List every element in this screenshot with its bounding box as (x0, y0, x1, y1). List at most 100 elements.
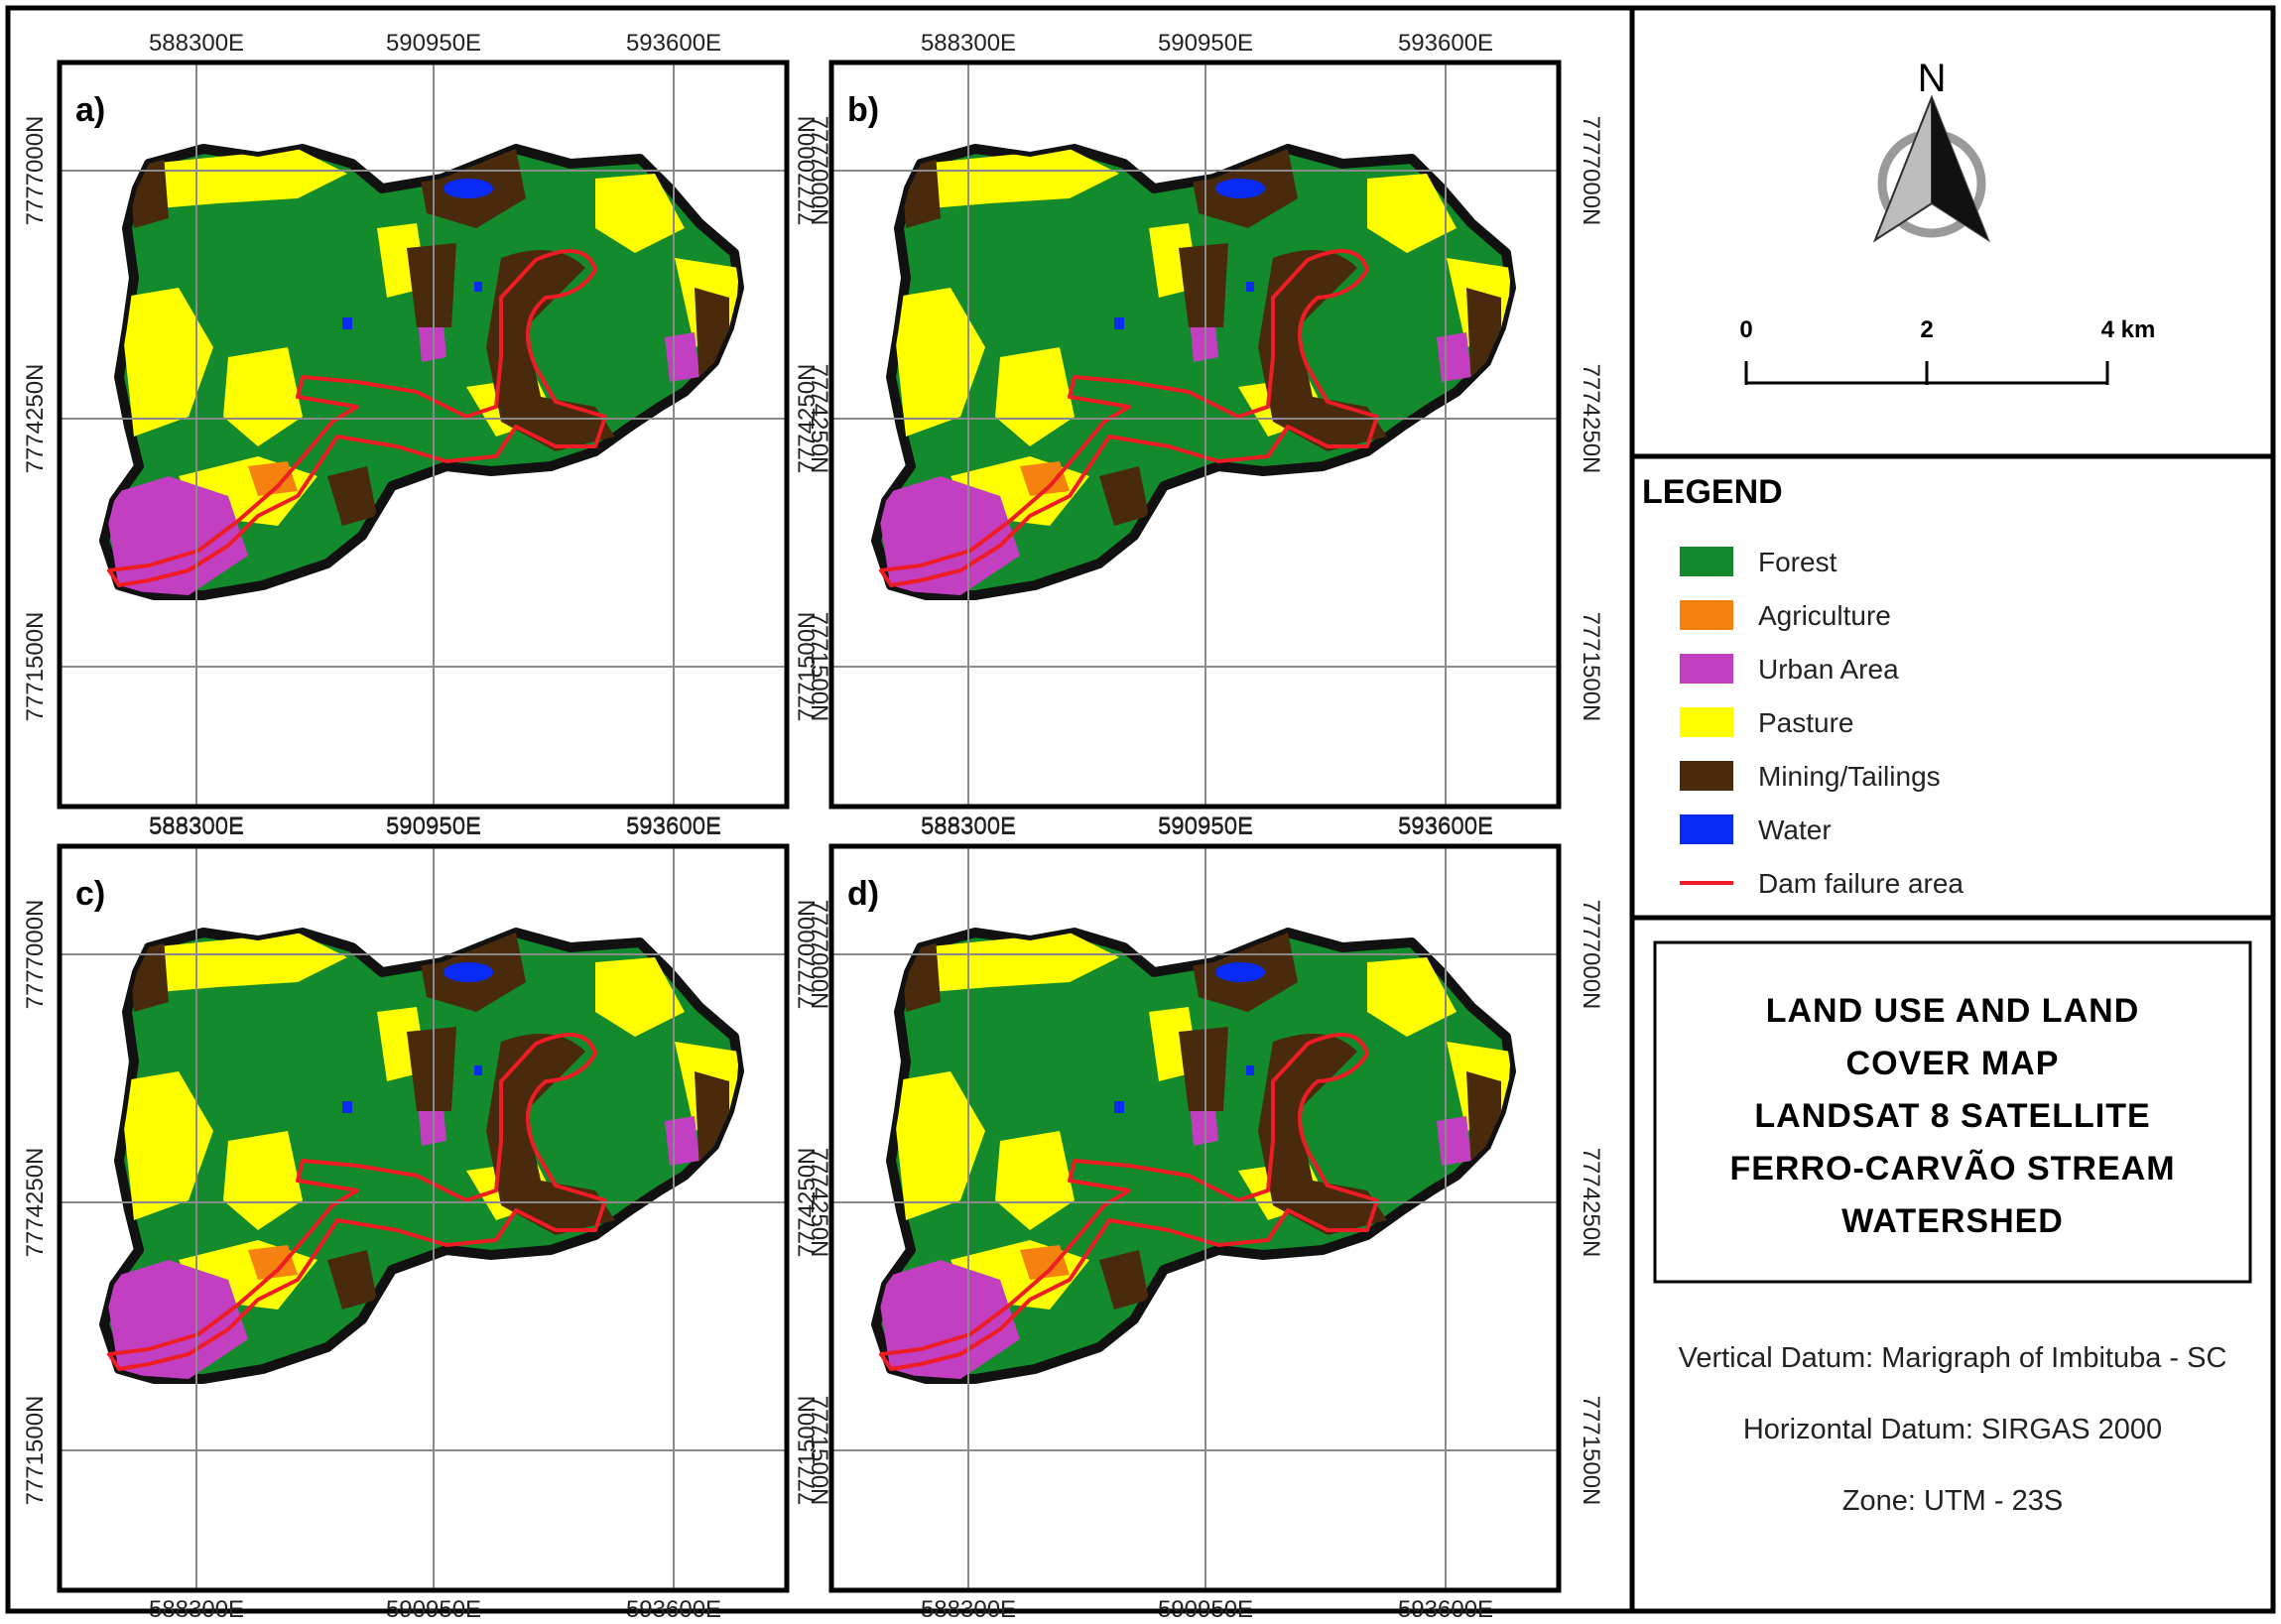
outer-frame (5, 5, 2276, 1614)
northing-label-right: 7774250N (1578, 1148, 1604, 1258)
title-line: FERRO-CARVÃO STREAM (1729, 1150, 2175, 1187)
legend-swatch (1680, 547, 1733, 576)
easting-label-top: 590950E (386, 30, 481, 57)
panel-frame (57, 60, 790, 810)
northing-label-left: 7771500N (794, 1396, 821, 1506)
easting-label-top: 588300E (149, 30, 244, 57)
legend-swatch (1680, 814, 1733, 844)
northing-label-right: 7774250N (806, 364, 832, 474)
northing-label-left: 7774250N (22, 364, 49, 474)
easting-label-bottom: 593600E (626, 812, 721, 839)
easting-label-bottom: 593600E (1398, 812, 1493, 839)
north-arrow: N (1872, 57, 1991, 243)
north-label: N (1918, 57, 1947, 100)
easting-label-bottom: 590950E (386, 812, 481, 839)
legend-label: Water (1758, 814, 1832, 845)
northing-label-right: 7771500N (1578, 1396, 1604, 1506)
panel-label-c: c) (75, 875, 105, 913)
easting-label-top: 588300E (921, 813, 1016, 840)
panel-label-d: d) (847, 875, 879, 913)
legend-swatch (1680, 654, 1733, 684)
title-line: LANDSAT 8 SATELLITE (1754, 1097, 2150, 1135)
easting-label-bottom: 588300E (921, 1596, 1016, 1619)
northing-label-left: 7777000N (22, 900, 49, 1010)
compass-half-dark-icon (1932, 97, 1988, 240)
easting-label-bottom: 593600E (1398, 1596, 1493, 1619)
easting-label-bottom: 588300E (149, 1596, 244, 1619)
legend-label: Forest (1758, 547, 1837, 577)
panel-label-b: b) (847, 91, 879, 129)
title-line: WATERSHED (1841, 1202, 2064, 1240)
utm-zone: Zone: UTM - 23S (1842, 1485, 2063, 1517)
scale-label-2: 2 (1920, 316, 1933, 343)
easting-label-bottom: 593600E (626, 1596, 721, 1619)
easting-label-bottom: 590950E (1158, 812, 1253, 839)
title-line: LAND USE AND LAND (1766, 992, 2140, 1030)
northing-label-left: 7771500N (794, 612, 821, 722)
northing-label-left: 7777000N (794, 900, 821, 1010)
northing-label-right: 7774250N (1578, 364, 1604, 474)
easting-label-top: 590950E (386, 813, 481, 840)
easting-label-top: 593600E (626, 30, 721, 57)
panel-frame (57, 843, 790, 1593)
scale-bar: 0 2 4 km (1739, 316, 2155, 385)
legend-label: Agriculture (1758, 600, 1891, 631)
map-panel-a: a) 588300E 588300E 590950E 590950E 593600E 593… (22, 30, 832, 839)
northing-label-right: 7771500N (806, 612, 832, 722)
title-box (1653, 940, 2252, 1284)
easting-label-top: 593600E (1398, 30, 1493, 57)
legend-swatch (1680, 600, 1733, 630)
map-panel-b: b) 588300E 588300E 590950E 590950E 593600E 593… (794, 30, 1604, 839)
northing-label-left: 7777000N (22, 116, 49, 226)
northing-label-right: 7774250N (806, 1148, 832, 1258)
northing-label-left: 7771500N (22, 612, 49, 722)
northing-label-left: 7771500N (22, 1396, 49, 1506)
legend-label: Dam failure area (1758, 868, 1964, 899)
easting-label-bottom: 590950E (1158, 1596, 1253, 1619)
map-panel-d: d) 588300E 588300E 590950E 590950E 593600E 593… (794, 813, 1604, 1623)
legend-items: Forest Agriculture Urban Area Pasture Mining… (1680, 547, 1964, 899)
legend-item: Water (1680, 814, 1832, 845)
northing-label-left: 7777000N (794, 116, 821, 226)
easting-label-top: 588300E (149, 813, 244, 840)
legend-swatch (1680, 761, 1733, 791)
northing-label-right: 7777000N (806, 116, 832, 226)
easting-label-bottom: 590950E (386, 1596, 481, 1619)
legend-swatch (1680, 707, 1733, 737)
easting-label-bottom: 588300E (921, 812, 1016, 839)
legend-label: Urban Area (1758, 654, 1899, 685)
easting-label-top: 593600E (626, 813, 721, 840)
northing-label-right: 7777000N (1578, 900, 1604, 1010)
scale-label-4km: 4 km (2101, 316, 2156, 343)
legend: LEGEND Forest Agriculture Urban Area Pastur… (1642, 473, 1964, 899)
legend-item: Mining/Tailings (1680, 761, 1941, 792)
legend-title: LEGEND (1642, 473, 1783, 511)
northing-label-right: 7771500N (1578, 612, 1604, 722)
legend-label: Mining/Tailings (1758, 761, 1941, 792)
northing-label-right: 7777000N (1578, 116, 1604, 226)
map-title: LAND USE AND LAND COVER MAP LANDSAT 8 SATE… (1729, 992, 2175, 1240)
panel-label-a: a) (75, 91, 105, 129)
horizontal-datum: Horizontal Datum: SIRGAS 2000 (1743, 1414, 2162, 1445)
easting-label-top: 593600E (1398, 813, 1493, 840)
legend-item: Dam failure area (1680, 868, 1964, 899)
scale-label-0: 0 (1739, 316, 1752, 343)
vertical-datum: Vertical Datum: Marigraph of Imbituba - … (1679, 1342, 2227, 1374)
easting-label-bottom: 588300E (149, 812, 244, 839)
northing-label-left: 7774250N (794, 1148, 821, 1258)
map-panel-c: c) 588300E 588300E 590950E 590950E 593600E 593… (22, 813, 832, 1623)
northing-label-left: 7774250N (794, 364, 821, 474)
panel-frame (828, 60, 1562, 810)
legend-item: Pasture (1680, 707, 1854, 738)
title-line: COVER MAP (1846, 1045, 2060, 1082)
legend-label: Pasture (1758, 707, 1854, 738)
panel-frame (828, 843, 1562, 1593)
northing-label-left: 7774250N (22, 1148, 49, 1258)
legend-item: Forest (1680, 547, 1837, 577)
legend-item: Agriculture (1680, 600, 1891, 631)
northing-label-right: 7777000N (806, 900, 832, 1010)
map-panels: a) 588300E 588300E 590950E 590950E 593600E 593… (22, 30, 1604, 1623)
easting-label-top: 588300E (921, 30, 1016, 57)
